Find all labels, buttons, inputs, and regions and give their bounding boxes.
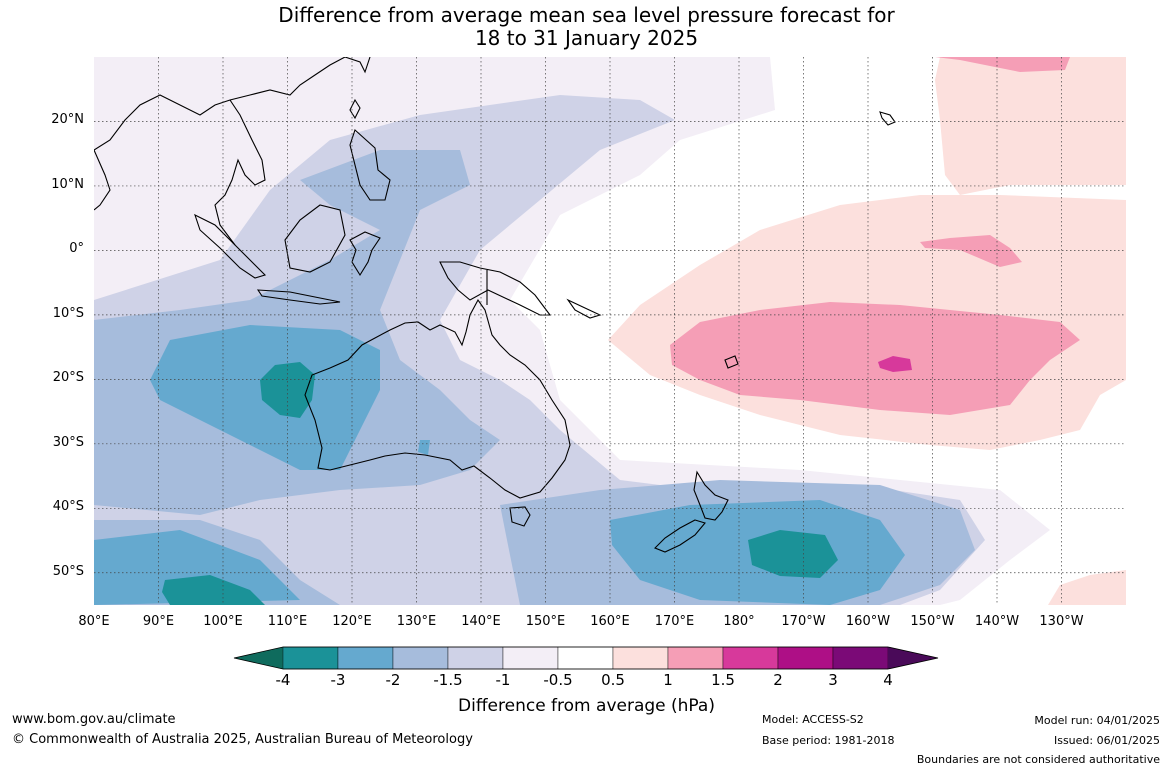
colorbar-outline [233, 646, 939, 670]
lon-label: 170°W [781, 614, 826, 629]
colorbar-segment [667, 646, 724, 670]
india-coastline [94, 149, 111, 211]
base-period-text: Base period: 1981-2018 [762, 734, 895, 747]
anomaly-plus1-south-region [670, 235, 1080, 415]
lon-label: 100°E [203, 614, 243, 629]
colorbar-segment [612, 646, 669, 670]
colorbar-segment [557, 646, 614, 670]
lat-label: 30°S [52, 435, 84, 450]
solomon-islands-coastline [566, 298, 602, 319]
new-guinea-coastline [439, 261, 552, 316]
lon-label: 130°W [1039, 614, 1084, 629]
lon-label: 180° [723, 614, 755, 629]
colorbar-segment [777, 646, 834, 670]
lat-label: 10°N [51, 177, 84, 192]
model-text: Model: ACCESS-S2 [762, 713, 864, 726]
lon-label: 140°E [461, 614, 501, 629]
lon-label: 80°E [78, 614, 110, 629]
colorbar-tick-label: 1.5 [711, 671, 735, 689]
graticule [94, 57, 1126, 605]
copyright-text: © Commonwealth of Australia 2025, Austra… [12, 732, 473, 747]
sumatra-coastline [194, 213, 267, 279]
anomaly-plus05-north-region [935, 57, 1126, 195]
new-zealand-north-coastline [693, 470, 729, 521]
boundaries-disclaimer: Boundaries are not considered authoritat… [916, 753, 1160, 766]
colorbar-tick-label: -1.5 [433, 671, 463, 689]
colorbar-tick-label: -1 [495, 671, 511, 689]
java-coastline [256, 289, 341, 305]
coastlines [94, 57, 896, 553]
anomaly-plus1-north-region [935, 57, 1070, 72]
colorbar-extend-low [234, 647, 283, 669]
lon-label: 130°E [396, 614, 437, 629]
pressure-anomaly-map [94, 57, 1126, 605]
anomaly-plus05-se-region [1048, 570, 1126, 605]
colorbar-segment [337, 646, 394, 670]
model-run-text: Model run: 04/01/2025 [1034, 714, 1160, 727]
negative-anomaly-layer [94, 57, 1050, 605]
colorbar-tick-label: 4 [883, 671, 893, 689]
title-line-2: 18 to 31 January 2025 [474, 26, 699, 50]
anomaly-minus15-region [94, 150, 975, 605]
colorbar-tick-label: 0.5 [601, 671, 625, 689]
lat-label: 10°S [52, 306, 84, 321]
lat-label: 40°S [52, 499, 84, 514]
colorbar-tick-label: -3 [330, 671, 346, 689]
philippines-coastline [349, 129, 391, 201]
colorbar-tick-label: 1 [663, 671, 673, 689]
lat-label: 20°S [52, 370, 84, 385]
lon-label: 90°E [142, 614, 175, 629]
website-link[interactable]: www.bom.gov.au/climate [12, 712, 176, 727]
map-title: Difference from average mean sea level p… [0, 4, 1173, 50]
colorbar-segment [832, 646, 889, 670]
colorbar-extend-high [888, 647, 938, 669]
colorbar-title: Difference from average (hPa) [458, 696, 715, 716]
lon-label: 150°E [525, 614, 566, 629]
lon-label: 150°W [910, 614, 955, 629]
lat-label: 0° [69, 241, 84, 256]
new-zealand-south-coastline [654, 519, 706, 553]
lon-label: 110°E [267, 614, 308, 629]
colorbar-segment [502, 646, 559, 670]
tasmania-coastline [509, 506, 531, 527]
colorbar-tick-label: -0.5 [543, 671, 573, 689]
lon-label: 140°W [974, 614, 1020, 629]
taiwan-coastline [349, 98, 361, 120]
sulawesi-coastline [349, 231, 381, 277]
title-line-1: Difference from average mean sea level p… [278, 3, 895, 27]
lon-label: 170°E [654, 614, 695, 629]
fiji-coastline [724, 355, 739, 369]
lon-label: 160°E [590, 614, 630, 629]
colorbar-segment [722, 646, 779, 670]
colorbar-tick-label: 2 [773, 671, 783, 689]
colorbar-segment [282, 646, 339, 670]
hawaii-coastline [879, 111, 896, 126]
lon-label: 160°W [845, 614, 891, 629]
borneo-coastline [284, 204, 346, 273]
issued-text: Issued: 06/01/2025 [1053, 734, 1160, 747]
colorbar-tick-label: -2 [385, 671, 401, 689]
colorbar-segment [447, 646, 504, 670]
colorbar-tick-label: -4 [275, 671, 291, 689]
asia-mainland-coastline [94, 57, 346, 246]
anomaly-plus15-region [878, 356, 912, 372]
japan-coastline [344, 57, 371, 74]
lat-label: 50°S [52, 564, 84, 579]
colorbar-segment [392, 646, 449, 670]
positive-anomaly-layer [608, 57, 1126, 605]
lat-label: 20°N [51, 112, 84, 127]
lon-label: 120°E [332, 614, 372, 629]
colorbar-tick-label: 3 [828, 671, 838, 689]
australia-coastline [304, 298, 571, 499]
